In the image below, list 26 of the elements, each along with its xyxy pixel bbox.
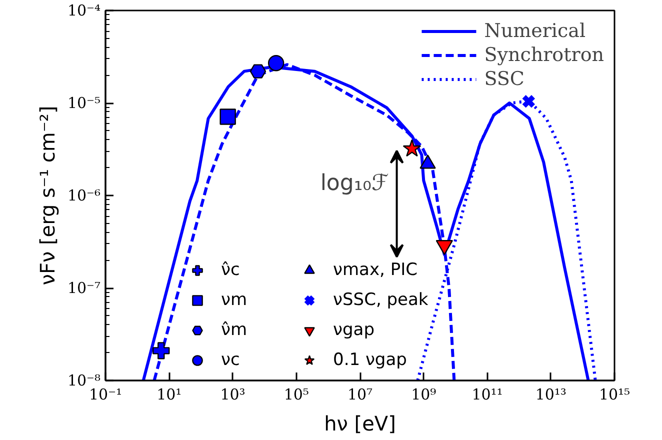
legend-label: SSC (484, 68, 524, 90)
y-axis-title: νFν [erg s⁻¹ cm⁻²] (35, 106, 60, 286)
x-tick-label: 10¹¹ (472, 386, 503, 404)
legend-label: 0.1 νgap (333, 350, 407, 370)
legend-label: Synchrotron (484, 44, 604, 66)
legend-label: Numerical (484, 20, 586, 42)
y-tick-label: 10⁻⁷ (67, 279, 101, 297)
legend-label: νgap (333, 320, 376, 340)
x-axis-title: hν [eV] (324, 412, 396, 436)
legend-label: νSSC, peak (333, 290, 428, 310)
x-tick-label: 10¹ (156, 386, 182, 404)
legend-label: νm (221, 290, 248, 310)
legend-label: νc (221, 350, 241, 370)
x-tick-label: 10⁵ (284, 386, 309, 404)
legend-label: νmax, PIC (333, 260, 418, 280)
annotation: log₁₀ℱ (320, 170, 389, 196)
x-tick-label: 10⁷ (347, 386, 373, 404)
y-tick-label: 10⁻⁵ (67, 94, 101, 112)
legend-label: ν̂c (221, 260, 241, 280)
x-tick-label: 10⁹ (411, 386, 436, 404)
y-tick-label: 10⁻⁴ (67, 2, 101, 20)
y-tick-label: 10⁻⁶ (67, 186, 101, 204)
x-tick-label: 10¹³ (535, 386, 566, 404)
x-tick-label: 10¹⁵ (598, 386, 630, 404)
x-tick-label: 10³ (220, 386, 246, 404)
legend-label: ν̂m (221, 320, 248, 340)
